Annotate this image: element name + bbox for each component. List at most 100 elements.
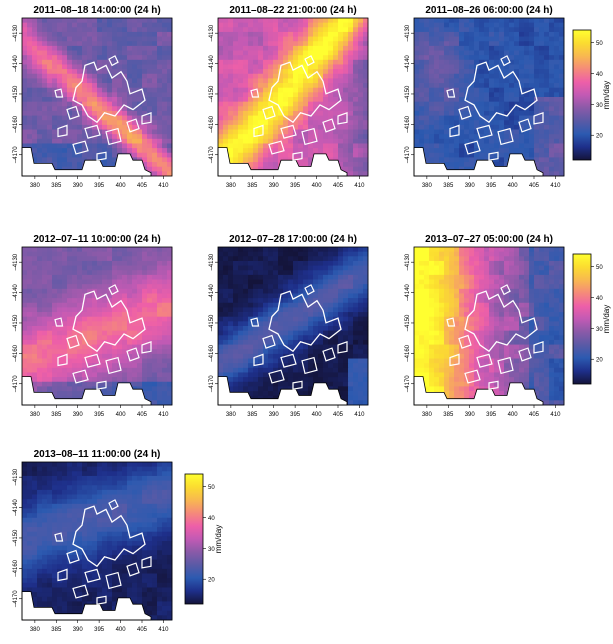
heat-cell [449,143,455,149]
heat-cell [32,36,38,42]
heat-cell [549,138,555,144]
heat-cell [127,353,133,359]
heat-cell [263,321,269,327]
heat-cell [147,69,153,75]
heat-cell [77,50,83,56]
heat-cell [439,64,445,70]
heat-cell [464,152,470,158]
heat-cell [147,162,153,168]
heat-cell [504,59,510,65]
heat-cell [343,302,349,308]
heat-cell [142,152,148,158]
heat-cell [32,344,38,350]
heat-cell [293,279,299,285]
heat-cell [112,101,118,107]
heat-cell [308,27,314,33]
heat-cell [333,129,339,135]
heat-cell [363,73,369,79]
heat-cell [102,45,108,51]
heat-cell [117,36,123,42]
heat-cell [152,260,158,266]
sub-basin-outline [105,127,122,146]
heat-cell [544,101,550,107]
heat-cell [499,97,505,103]
heat-cell [489,124,495,130]
heat-cell [77,138,83,144]
heat-cell [152,73,158,79]
heat-cell [127,293,133,299]
heat-cell [328,288,334,294]
heat-cell [102,251,108,257]
heat-cell [348,270,354,276]
heat-cell [323,36,329,42]
heat-cell [228,330,234,336]
sub-basin-outline [72,369,89,384]
heat-cell [303,302,309,308]
heat-cell [333,335,339,341]
sub-basin-outline [57,124,68,138]
heat-cell [323,330,329,336]
heat-cell [52,256,58,262]
heat-cell [107,36,113,42]
heat-cell [268,251,274,257]
heat-cell [509,83,515,89]
heat-cell [167,45,173,51]
heat-cell [268,298,274,304]
heat-cell [92,265,98,271]
heat-cell [524,124,530,130]
heat-cell [348,106,354,112]
heat-cell [37,344,43,350]
heat-cell [499,59,505,65]
heat-cell [243,73,249,79]
heat-cell [424,101,430,107]
heat-cell [162,367,168,373]
heat-cell [293,288,299,294]
heat-cell [37,321,43,327]
panel-title: 2011–08–22 21:00:00 (24 h) [229,5,356,16]
heat-cell [534,55,540,61]
heat-cell [112,83,118,89]
heat-cell [348,92,354,98]
heat-cell [363,69,369,75]
heat-cell [328,36,334,42]
heat-cell [77,349,83,355]
heat-cell [52,274,58,280]
heat-cell [293,110,299,116]
heat-cell [328,344,334,350]
heat-cell [479,143,485,149]
heat-cell [524,148,530,154]
heat-cell [218,349,224,355]
heat-cell [87,298,93,304]
heat-cell [82,377,88,383]
heat-cell [459,166,465,172]
heat-cell [298,326,304,332]
heat-cell [157,83,163,89]
heat-cell [157,293,163,299]
heat-cell [539,36,545,42]
heat-cell [62,106,68,112]
heat-cell [278,302,284,308]
heat-cell [102,260,108,266]
heat-cell [323,270,329,276]
heat-cell [318,274,324,280]
heat-cell [97,78,103,84]
heat-cell [27,120,33,126]
heat-cell [142,129,148,135]
heat-cell [223,143,229,149]
heat-cell [117,377,123,383]
heat-cell [444,55,450,61]
heat-cell [258,31,264,37]
heat-cell [218,83,224,89]
heat-cell [348,247,354,253]
heat-cell [464,101,470,107]
heat-cell [504,101,510,107]
heat-cell [293,307,299,313]
heat-cell [534,129,540,135]
heat-cell [494,27,500,33]
heat-cell [167,134,173,140]
heat-cell [298,143,304,149]
heat-cell [223,64,229,70]
heat-cell [27,256,33,262]
heat-cell [444,152,450,158]
heat-cell [152,36,158,42]
